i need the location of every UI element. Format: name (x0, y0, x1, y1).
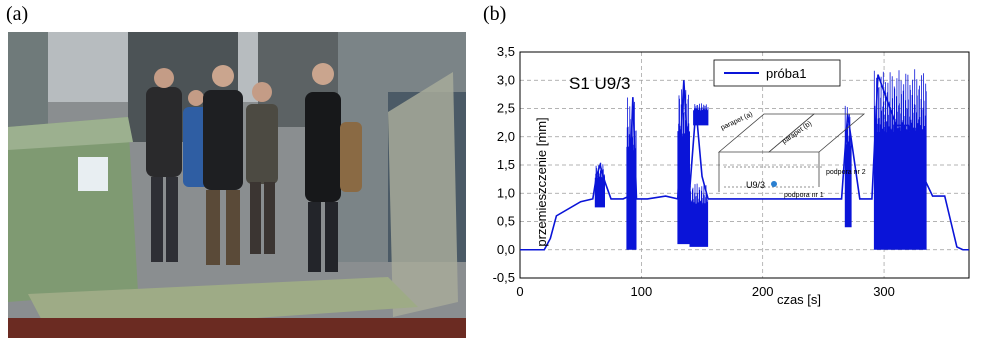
series-burst (693, 103, 709, 126)
series-burst (873, 69, 927, 250)
x-tick-label: 0 (516, 284, 523, 299)
legend-label: próba1 (766, 66, 806, 81)
y-tick-label: -0,5 (493, 270, 515, 285)
series-burst (626, 97, 637, 250)
y-tick-label: 1,5 (497, 157, 515, 172)
inset-schematic: parapet (a) parapet (b) podpora nr 2 pod… (717, 111, 866, 199)
y-tick-label: 0,0 (497, 242, 515, 257)
inset-label-support-2: podpora nr 2 (826, 169, 866, 176)
y-tick-label: 1,0 (497, 185, 515, 200)
series-burst (844, 105, 852, 228)
panel-label-a: (a) (6, 3, 29, 25)
x-tick-label: 100 (630, 284, 652, 299)
series-burst (677, 80, 690, 245)
chart-title: S1 U9/3 (569, 74, 630, 93)
lab-photo (8, 32, 466, 338)
inset-label-parapet-a: parapet (a) (720, 111, 754, 132)
panel-label-b: (b) (483, 3, 507, 25)
y-tick-label: 3,0 (497, 72, 515, 87)
plot-frame (519, 51, 970, 279)
y-axis-label: przemieszczenie [mm] (534, 117, 549, 246)
series-burst (594, 162, 605, 208)
x-tick-label: 200 (752, 284, 774, 299)
x-axis-label: czas [s] (777, 292, 821, 307)
chart-axes: -0,5 0,0 0,5 1,0 1,5 2,0 2,5 3,0 3,5 0 100 200 300 (493, 44, 970, 299)
y-tick-label: 0,5 (497, 214, 515, 229)
people-group (146, 63, 362, 272)
inset-label-parapet-b: parapet (b) (781, 120, 813, 145)
displacement-chart: -0,5 0,0 0,5 1,0 1,5 2,0 2,5 3,0 3,5 0 100 200 300 p… (493, 44, 970, 307)
y-tick-label: 2,5 (497, 101, 515, 116)
chart-series (520, 69, 969, 251)
inset-label-point: U9/3 (746, 180, 765, 190)
y-tick-label: 2,0 (497, 129, 515, 144)
inset-label-support-1: podpora nr 1 (784, 192, 824, 199)
y-tick-label: 3,5 (497, 44, 515, 59)
x-tick-label: 300 (873, 284, 895, 299)
series-burst (689, 182, 709, 247)
chart-legend: próba1 (713, 59, 841, 87)
